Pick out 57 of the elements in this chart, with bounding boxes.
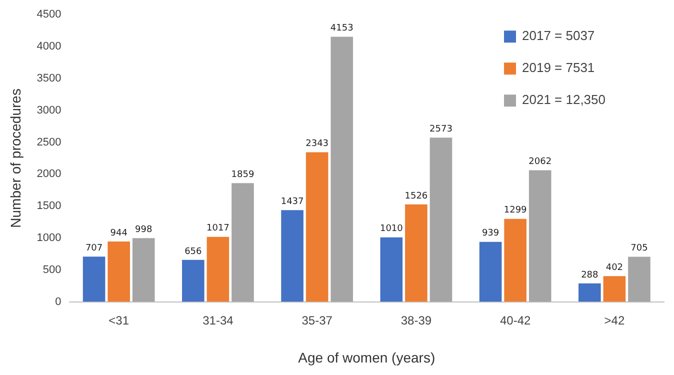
data-label: 1526 <box>404 191 428 202</box>
bar <box>306 152 328 302</box>
data-label: 2062 <box>528 157 552 168</box>
bar <box>528 170 552 302</box>
legend-label: 2017 = 5037 <box>522 28 595 44</box>
bar <box>206 236 230 302</box>
bar <box>330 36 354 302</box>
data-label: 939 <box>482 228 500 239</box>
x-tick-label: <31 <box>108 313 130 328</box>
bar <box>578 283 601 302</box>
y-tick-label: 500 <box>42 264 62 276</box>
data-label: 1859 <box>231 170 254 180</box>
data-label: 656 <box>184 246 202 257</box>
y-tick-label: 2000 <box>36 168 62 180</box>
bar <box>108 242 130 302</box>
data-label: 1010 <box>380 224 404 234</box>
x-tick-label: 31-34 <box>202 313 234 328</box>
y-tick-label: 1000 <box>36 232 62 244</box>
y-tick-label: 1500 <box>36 200 62 212</box>
y-tick-label: 3000 <box>36 104 62 116</box>
y-tick-label: 4500 <box>36 8 62 21</box>
bar <box>281 210 304 302</box>
x-tick-label: 40-42 <box>500 313 531 328</box>
y-tick-label: 0 <box>55 296 62 308</box>
data-label: 402 <box>606 262 624 273</box>
data-label: 707 <box>85 244 103 254</box>
data-label: 4153 <box>330 24 354 34</box>
bar <box>603 276 626 302</box>
legend-label: 2019 = 7531 <box>522 60 595 76</box>
bar <box>182 260 204 302</box>
y-tick-label: 2500 <box>36 136 62 148</box>
x-tick-label: >42 <box>604 313 625 328</box>
data-label: 1017 <box>206 224 230 234</box>
x-tick-label: 38-39 <box>400 313 432 328</box>
bar <box>232 183 254 302</box>
x-tick-label: 35-37 <box>302 313 333 328</box>
bar <box>82 256 106 302</box>
y-axis-title: Number of procedures <box>7 88 24 228</box>
bar <box>628 256 650 302</box>
data-label: 288 <box>581 270 599 280</box>
data-label: 944 <box>110 228 128 238</box>
x-axis-title: Age of women (years) <box>298 349 436 366</box>
bar <box>479 242 502 302</box>
legend-label: 2021 = 12,350 <box>522 92 606 108</box>
data-label: 998 <box>135 224 152 235</box>
y-tick-label: 4000 <box>36 40 62 53</box>
data-label: 1437 <box>280 196 304 207</box>
bar <box>405 204 428 302</box>
data-label: 2573 <box>430 124 452 134</box>
bar <box>504 218 526 302</box>
y-tick-label: 3500 <box>36 72 62 84</box>
data-label: 1299 <box>504 206 528 216</box>
bar <box>430 138 452 302</box>
bar <box>132 238 155 302</box>
data-label: 2343 <box>306 139 329 150</box>
data-label: 705 <box>630 244 648 254</box>
bar <box>380 237 403 302</box>
